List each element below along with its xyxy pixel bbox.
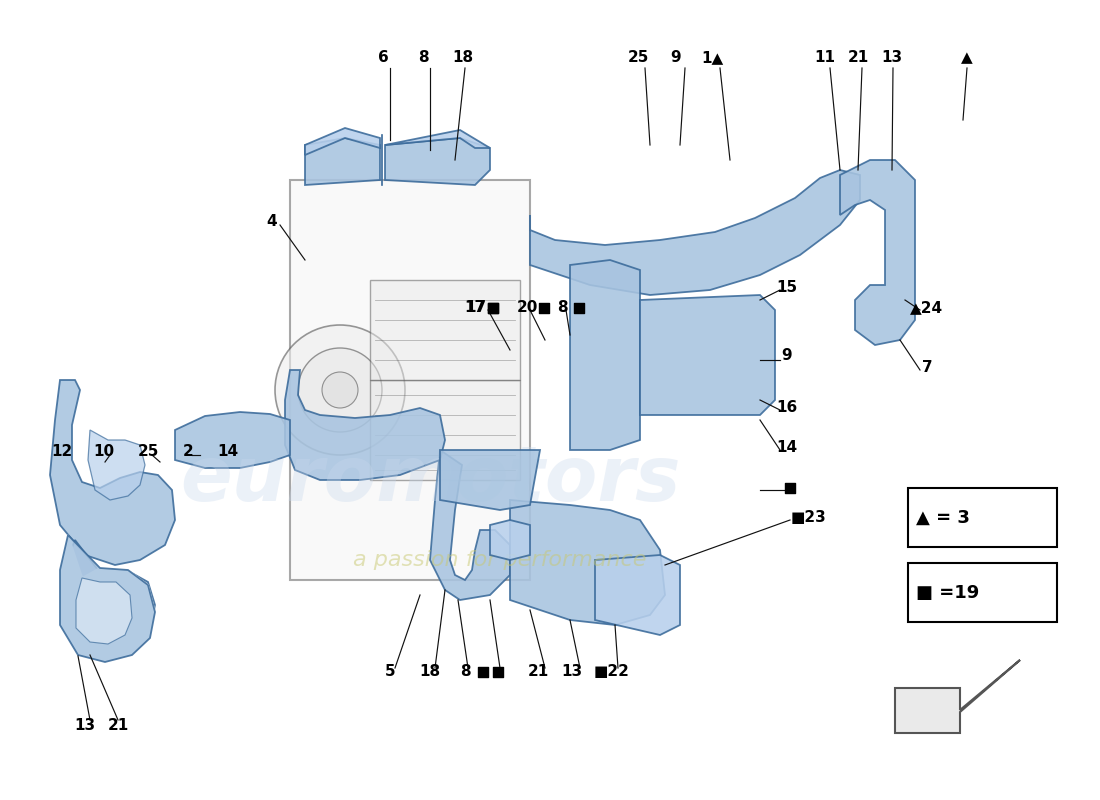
Polygon shape <box>370 380 520 480</box>
Point <box>484 302 502 314</box>
Polygon shape <box>175 412 290 468</box>
Text: ▲ = 3: ▲ = 3 <box>916 509 970 527</box>
Text: 2: 2 <box>183 445 194 459</box>
Polygon shape <box>490 520 530 560</box>
Polygon shape <box>385 138 490 185</box>
Polygon shape <box>305 138 380 185</box>
Polygon shape <box>60 535 155 662</box>
Polygon shape <box>65 540 155 650</box>
Text: 5: 5 <box>385 665 395 679</box>
Point <box>484 302 502 314</box>
Text: 17: 17 <box>465 301 486 315</box>
Text: 8: 8 <box>418 50 428 66</box>
Polygon shape <box>50 380 175 565</box>
Text: 12: 12 <box>52 445 73 459</box>
Polygon shape <box>285 370 446 480</box>
Text: ▲24: ▲24 <box>911 301 944 315</box>
Text: 13: 13 <box>561 665 583 679</box>
Text: 13: 13 <box>881 50 903 66</box>
Text: 4: 4 <box>266 214 277 230</box>
Text: euromotors: euromotors <box>179 443 680 517</box>
Point <box>570 302 587 314</box>
Text: 8: 8 <box>460 665 471 679</box>
Text: 14: 14 <box>777 441 797 455</box>
Point <box>536 302 553 314</box>
Text: a passion for performance: a passion for performance <box>353 550 647 570</box>
Text: 25: 25 <box>138 445 158 459</box>
Text: 21: 21 <box>847 50 869 66</box>
Point <box>781 482 799 494</box>
Text: 16: 16 <box>777 401 797 415</box>
Polygon shape <box>370 280 520 380</box>
Polygon shape <box>840 160 915 345</box>
Point <box>490 666 507 678</box>
Text: 9: 9 <box>671 50 681 66</box>
Text: 15: 15 <box>777 281 797 295</box>
Text: 18: 18 <box>419 665 441 679</box>
Polygon shape <box>88 430 145 500</box>
FancyBboxPatch shape <box>908 488 1057 547</box>
Text: 21: 21 <box>527 665 549 679</box>
Circle shape <box>298 348 382 432</box>
Polygon shape <box>430 450 510 600</box>
Text: 18: 18 <box>452 50 474 66</box>
Polygon shape <box>385 130 490 148</box>
Polygon shape <box>595 555 680 635</box>
Text: 14: 14 <box>218 445 239 459</box>
Text: 1▲: 1▲ <box>701 50 723 66</box>
Text: 20: 20 <box>516 301 538 315</box>
Text: 8: 8 <box>557 301 568 315</box>
Text: 10: 10 <box>94 445 114 459</box>
Text: ▲: ▲ <box>961 50 972 66</box>
Text: 9: 9 <box>782 347 792 362</box>
Text: 13: 13 <box>75 718 96 733</box>
Text: ■22: ■22 <box>594 665 630 679</box>
Text: 21: 21 <box>108 718 129 733</box>
Text: ■ =19: ■ =19 <box>916 584 979 602</box>
Text: 7: 7 <box>922 361 933 375</box>
Circle shape <box>275 325 405 455</box>
Polygon shape <box>570 260 640 450</box>
Polygon shape <box>640 295 776 415</box>
Text: ■23: ■23 <box>790 510 826 526</box>
Polygon shape <box>440 450 540 510</box>
Text: 6: 6 <box>377 50 388 66</box>
Text: 11: 11 <box>814 50 836 66</box>
Text: 17: 17 <box>464 301 485 315</box>
Text: 25: 25 <box>627 50 649 66</box>
Polygon shape <box>76 578 132 644</box>
Circle shape <box>322 372 358 408</box>
FancyBboxPatch shape <box>908 563 1057 622</box>
Polygon shape <box>895 660 1020 733</box>
Polygon shape <box>305 128 380 155</box>
Polygon shape <box>510 500 666 625</box>
Polygon shape <box>60 535 155 662</box>
Point <box>474 666 492 678</box>
Polygon shape <box>290 180 530 580</box>
Polygon shape <box>530 170 860 295</box>
